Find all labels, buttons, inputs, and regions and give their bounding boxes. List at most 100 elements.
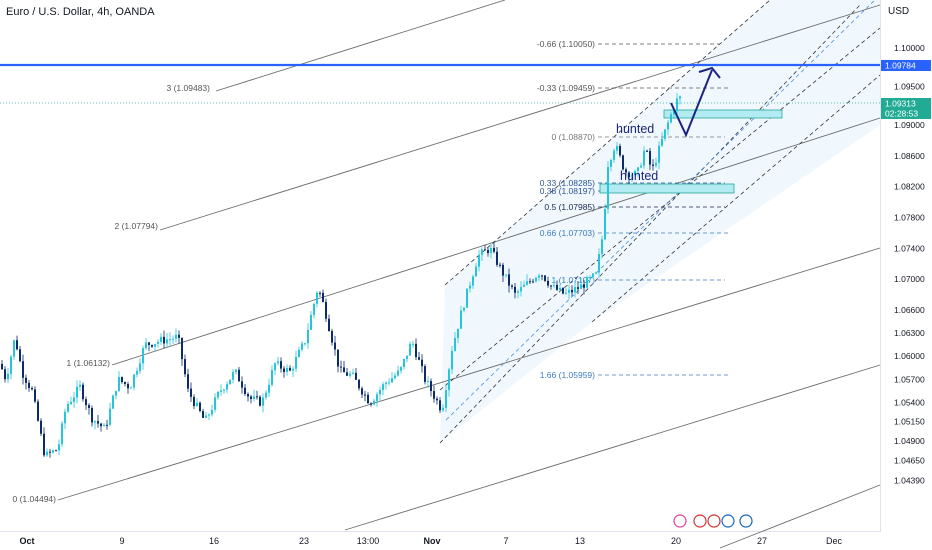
candle-body <box>460 310 462 329</box>
candle-body <box>319 292 321 294</box>
time-tick-label: Oct <box>19 536 34 546</box>
candle-body <box>451 350 453 370</box>
candle-body <box>502 264 504 276</box>
candle-body <box>571 289 573 293</box>
arrow-head <box>698 66 721 79</box>
price-tick-label: 1.07400 <box>894 243 925 253</box>
candle-body <box>661 138 663 146</box>
candle-body <box>580 284 582 289</box>
price-tick-label: 1.06000 <box>894 351 925 361</box>
pitchfork-line <box>344 364 881 531</box>
fib-level-label: 0.38 (1.08197) <box>540 186 595 196</box>
candle-body <box>625 169 627 173</box>
candle-body <box>286 367 288 373</box>
currency-label[interactable]: USD <box>888 6 910 17</box>
candle-body <box>205 415 207 418</box>
candle-body <box>619 146 621 156</box>
candle-body <box>310 314 312 330</box>
candle-body <box>478 254 480 267</box>
candle-body <box>265 392 267 398</box>
candle-body <box>331 331 333 343</box>
candle-body <box>301 343 303 350</box>
candle-body <box>565 292 567 294</box>
candle-body <box>235 369 237 372</box>
candle-body <box>355 372 357 380</box>
candle-body <box>238 369 240 382</box>
price-tick-label: 1.06600 <box>894 305 925 315</box>
event-icon <box>721 514 735 528</box>
candle-body <box>226 384 228 390</box>
candle-body <box>547 280 549 286</box>
channel-dashed-line <box>439 27 881 391</box>
candle-body <box>49 451 51 453</box>
candle-body <box>76 386 78 398</box>
candle-body <box>241 381 243 388</box>
candle-body <box>262 397 264 406</box>
fib-level-label: 0 (1.08870) <box>552 132 596 142</box>
candle-body <box>295 356 297 369</box>
candle-body <box>43 433 45 456</box>
candle-body <box>538 275 540 278</box>
candle-body <box>172 338 174 340</box>
candle-body <box>91 407 93 423</box>
candle-body <box>406 355 408 359</box>
candle-body <box>403 358 405 367</box>
candle-body <box>214 397 216 410</box>
candle-body <box>244 387 246 394</box>
candle-body <box>382 384 384 391</box>
candle-body <box>463 307 465 311</box>
candle-body <box>211 409 213 415</box>
candle-body <box>202 411 204 418</box>
price-axis-separator <box>880 0 881 532</box>
candle-body <box>493 247 495 252</box>
candle-body <box>73 397 75 402</box>
candle-body <box>133 374 135 388</box>
candle-body <box>667 122 669 130</box>
candle-body <box>577 287 579 289</box>
candle-body <box>367 394 369 404</box>
candle-body <box>85 399 87 406</box>
candle-body <box>22 361 24 378</box>
candle-body <box>229 379 231 385</box>
candle-body <box>388 382 390 384</box>
candle-body <box>100 423 102 427</box>
fib-level-label: 0.33 (1.08285) <box>540 178 595 188</box>
candle-body <box>550 285 552 287</box>
price-badge-text: 02:28:53 <box>885 109 918 119</box>
candle-body <box>385 382 387 385</box>
candle-body <box>415 343 417 358</box>
candle-body <box>586 277 588 288</box>
candle-body <box>475 266 477 277</box>
candle-body <box>358 379 360 389</box>
candle-body <box>424 366 426 382</box>
candle-body <box>97 421 99 424</box>
projection-arrow <box>670 69 713 138</box>
candle-body <box>349 373 351 376</box>
candle-body <box>457 328 459 338</box>
price-tick-label: 1.07800 <box>894 213 925 223</box>
channel-dashed-line <box>444 0 771 286</box>
candle-body <box>583 284 585 288</box>
candle-body <box>217 391 219 398</box>
candle-body <box>556 284 558 290</box>
candle-body <box>487 250 489 254</box>
candle-body <box>436 398 438 401</box>
candle-body <box>61 423 63 445</box>
candle-body <box>427 381 429 383</box>
price-tick-label: 1.05150 <box>894 417 925 427</box>
candle-body <box>88 405 90 408</box>
candle-body <box>19 349 21 362</box>
candle-body <box>499 264 501 266</box>
candle-body <box>82 384 84 400</box>
candle-body <box>673 111 675 115</box>
time-tick-label: 7 <box>503 536 508 546</box>
candle-body <box>607 166 609 209</box>
candle-body <box>514 286 516 293</box>
candle-body <box>79 384 81 387</box>
candle-body <box>484 249 486 251</box>
candle-body <box>292 368 294 371</box>
candle-body <box>232 371 234 380</box>
candle-body <box>643 150 645 166</box>
candle-body <box>340 366 342 368</box>
